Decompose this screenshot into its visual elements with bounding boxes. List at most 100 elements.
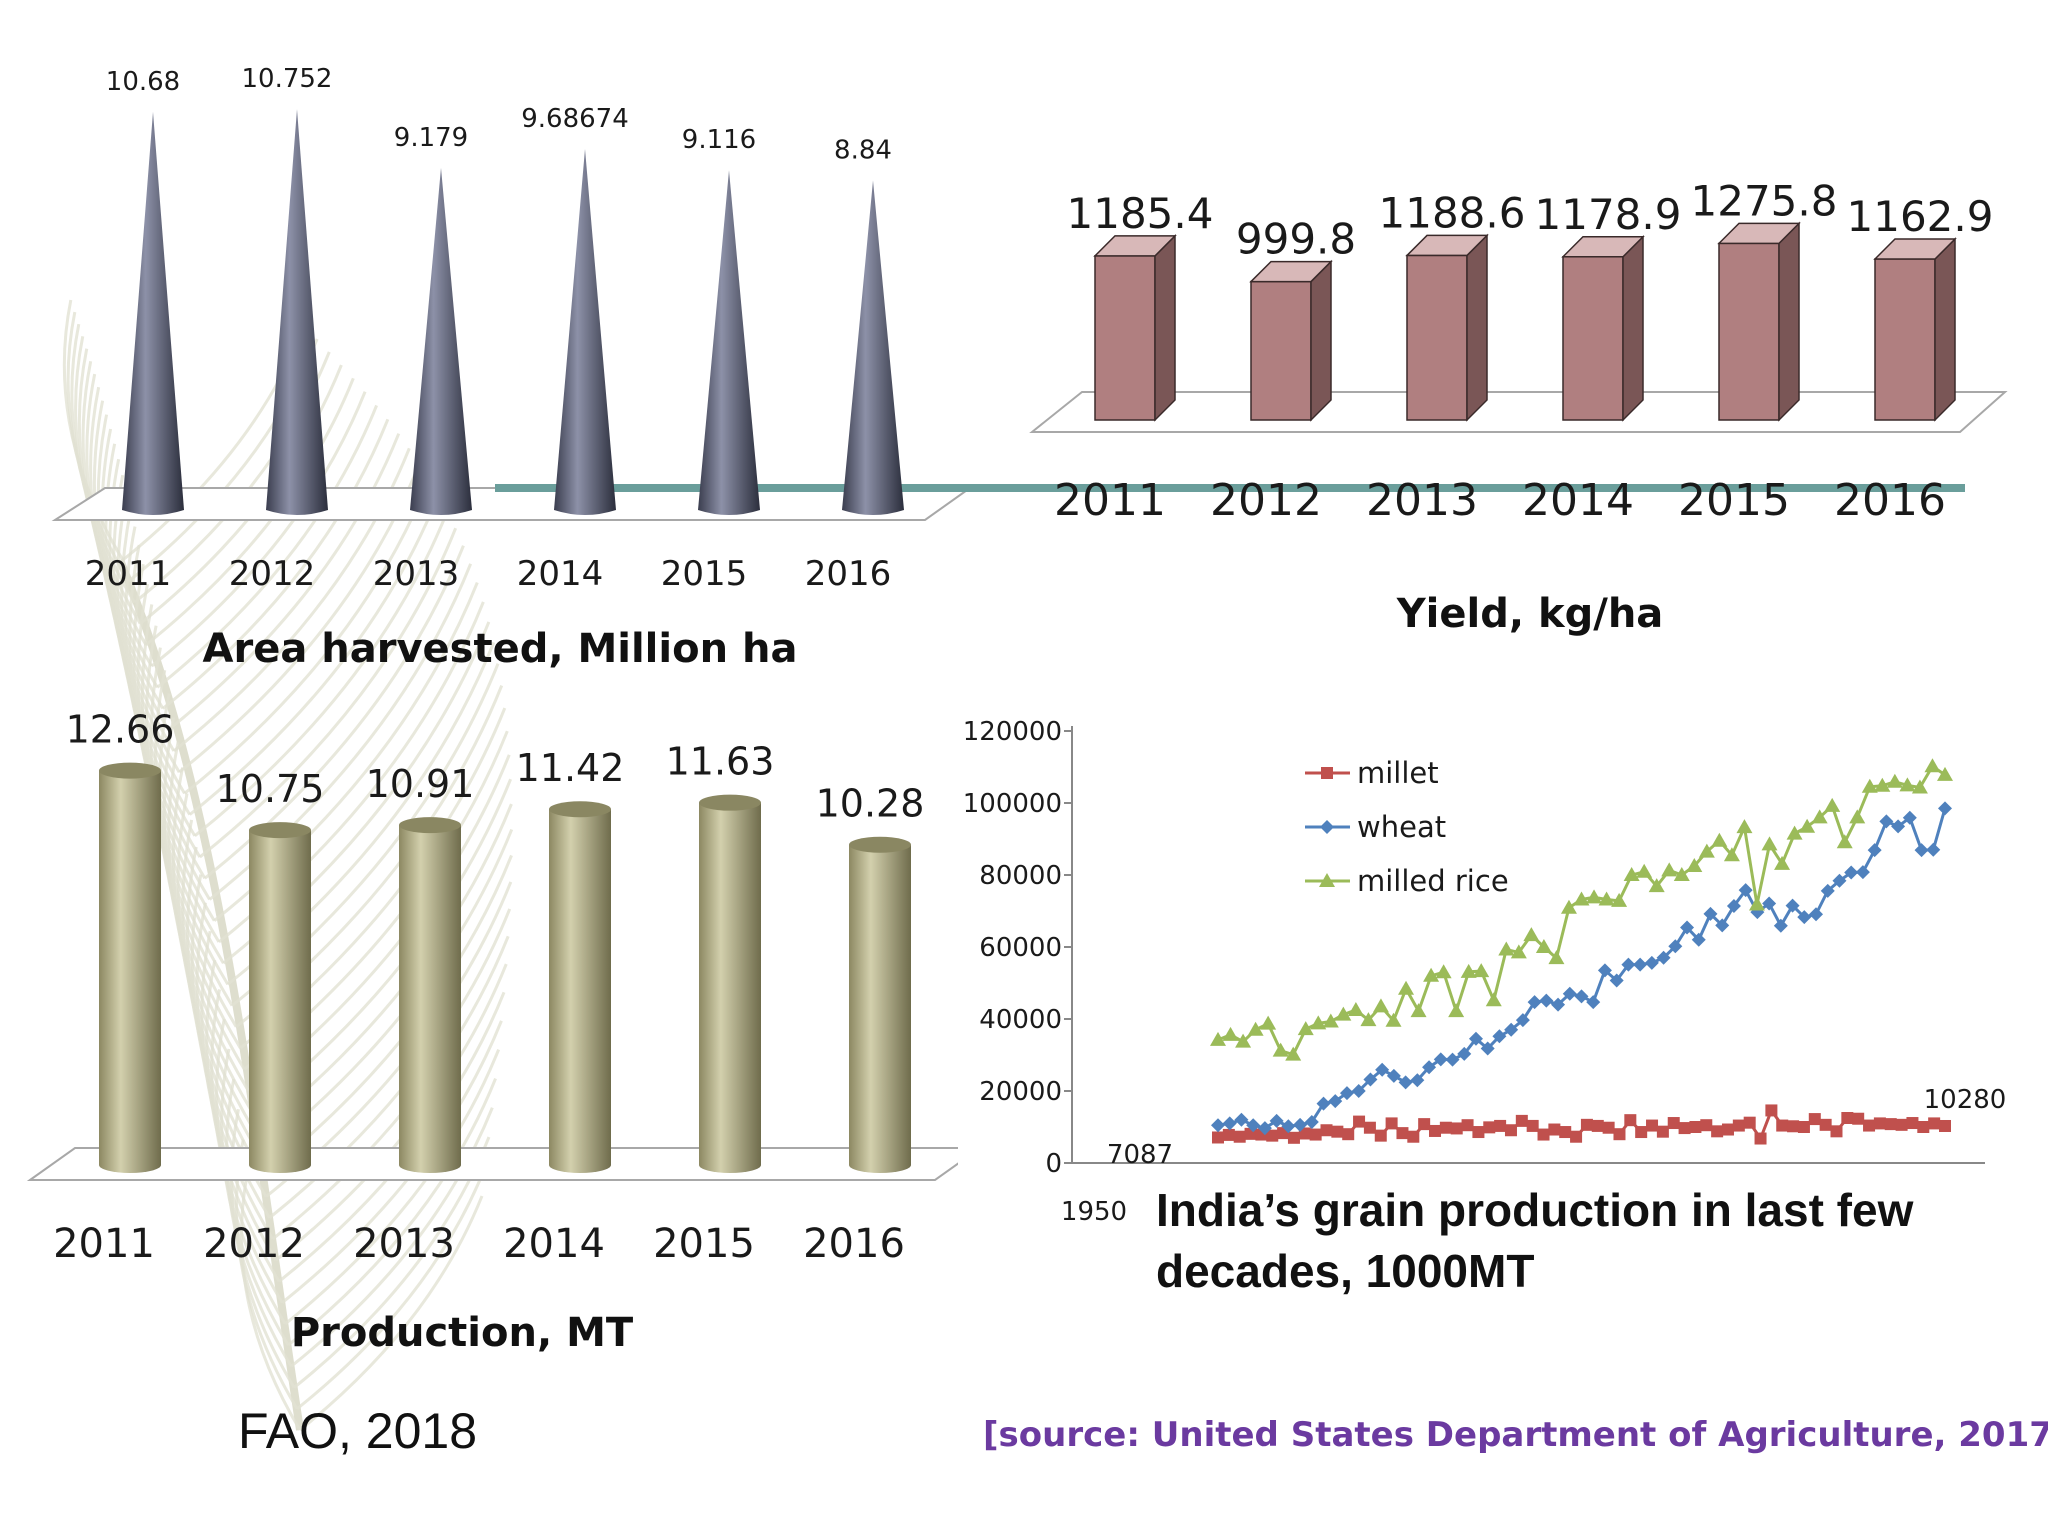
production-chart-title: Production, MT — [291, 1310, 634, 1356]
milled-rice-point-46 — [1786, 825, 1803, 840]
millet-point-46 — [1711, 1125, 1724, 1138]
wheat-point-33 — [1597, 963, 1612, 978]
wheat-point-21 — [1457, 1046, 1472, 1061]
yield-value-label-2012: 999.8 — [1236, 215, 1356, 264]
area-year-label-2012: 2012 — [229, 554, 316, 594]
milled-rice-point-30 — [1586, 889, 1603, 904]
milled-rice-point-38 — [1686, 858, 1703, 872]
wheat-point-40 — [1680, 920, 1695, 935]
yield-year-label-2015: 2015 — [1678, 475, 1790, 526]
wheat-point-26 — [1515, 1013, 1530, 1028]
millet-point-32 — [1559, 1126, 1572, 1139]
wheat-point-23 — [1480, 1041, 1495, 1056]
wheat-point-28 — [1539, 993, 1554, 1008]
milled-rice-point-56 — [1911, 779, 1928, 794]
milled-rice-point-40 — [1711, 832, 1728, 847]
milled-rice-point-55 — [1899, 777, 1916, 792]
wheat-point-8 — [1304, 1114, 1319, 1129]
millet-point-21 — [1439, 1121, 1452, 1134]
millet-point-67 — [1939, 1119, 1951, 1132]
production-value-label-2015: 11.63 — [666, 740, 775, 784]
line-chart-title-line-2: decades, 1000MT — [1156, 1245, 1534, 1297]
yield-box-2013 — [1405, 233, 1489, 422]
wheat-point-12 — [1351, 1084, 1366, 1098]
milled-rice-point-51 — [1849, 809, 1866, 824]
milled-rice-point-17 — [1423, 967, 1440, 982]
legend-label-milled-rice: milled rice — [1357, 864, 1509, 898]
area-cone-2015 — [698, 170, 760, 516]
x-start-label: 1950 — [1061, 1197, 1127, 1227]
production-year-label-2012: 2012 — [203, 1221, 305, 1267]
milled-rice-point-3 — [1247, 1021, 1264, 1036]
y-tick-label-20000: 20000 — [979, 1077, 1062, 1107]
wheat-point-30 — [1562, 986, 1577, 1001]
line-chart-title-line-1: India’s grain production in last few — [1156, 1184, 1914, 1236]
wheat-point-48 — [1773, 918, 1788, 933]
area-value-label-2012: 10.752 — [242, 64, 333, 94]
milled-rice-point-11 — [1347, 1002, 1364, 1016]
wheat-point-7 — [1293, 1117, 1308, 1132]
series-millet — [1212, 1104, 1951, 1145]
yield-year-label-2013: 2013 — [1366, 475, 1478, 526]
milled-rice-point-2 — [1235, 1033, 1252, 1048]
millet-point-62 — [1884, 1118, 1897, 1131]
millet-point-41 — [1656, 1125, 1669, 1138]
production-cylinder-2011 — [99, 762, 161, 1173]
millet-point-5 — [1266, 1129, 1279, 1142]
wheat-point-45 — [1738, 883, 1753, 898]
millet-point-20 — [1429, 1124, 1442, 1137]
production-value-label-2014: 11.42 — [516, 746, 625, 790]
wheat-point-57 — [1879, 814, 1894, 829]
millet-end-annotation: 10280 — [1924, 1085, 2007, 1115]
milled-rice-point-23 — [1498, 941, 1515, 956]
wheat-point-10 — [1328, 1094, 1343, 1109]
milled-rice-point-37 — [1673, 867, 1690, 881]
area-cone-2012 — [266, 109, 328, 515]
millet-point-31 — [1548, 1123, 1561, 1136]
milled-rice-point-29 — [1573, 891, 1590, 906]
milled-rice-point-13 — [1372, 998, 1389, 1013]
line-chart-legend: millet wheat milled rice — [1305, 756, 1509, 898]
wheat-point-16 — [1398, 1075, 1413, 1090]
milled-rice-point-54 — [1886, 773, 1903, 788]
y-tick-label-100000: 100000 — [963, 789, 1062, 819]
milled-rice-point-47 — [1799, 818, 1816, 833]
area-year-label-2016: 2016 — [805, 554, 892, 594]
area-year-label-2013: 2013 — [373, 554, 460, 594]
millet-point-51 — [1765, 1104, 1778, 1117]
milled-rice-point-0 — [1210, 1031, 1226, 1046]
fao-source-note: FAO, 2018 — [238, 1403, 477, 1459]
wheat-point-14 — [1375, 1062, 1390, 1077]
area-cone-2014 — [554, 148, 616, 515]
wheat-point-32 — [1586, 995, 1601, 1010]
milled-rice-point-19 — [1448, 1003, 1465, 1018]
wheat-point-41 — [1691, 932, 1706, 947]
millet-point-16 — [1385, 1117, 1398, 1130]
production-value-label-2016: 10.28 — [816, 782, 925, 826]
yield-chart: 1185.4 2011 999.8 2012 1188.6 2013 1178.9 2014 1… — [1029, 176, 2008, 526]
milled-rice-point-41 — [1723, 847, 1740, 862]
millet-point-37 — [1613, 1128, 1626, 1141]
millet-point-12 — [1342, 1128, 1355, 1141]
millet-point-14 — [1363, 1121, 1376, 1134]
production-year-label-2013: 2013 — [353, 1221, 455, 1267]
milled-rice-point-10 — [1335, 1006, 1352, 1021]
wheat-point-13 — [1363, 1072, 1378, 1087]
wheat-point-49 — [1785, 898, 1800, 913]
milled-rice-point-48 — [1811, 809, 1828, 824]
millet-point-33 — [1570, 1130, 1583, 1143]
millet-point-65 — [1917, 1121, 1930, 1133]
milled-rice-point-32 — [1611, 892, 1628, 907]
milled-rice-point-58 — [1937, 766, 1953, 781]
y-tick-label-80000: 80000 — [979, 861, 1062, 891]
millet-point-43 — [1678, 1122, 1691, 1135]
milled-rice-point-14 — [1385, 1012, 1402, 1027]
millet-point-2 — [1233, 1130, 1246, 1143]
production-cylinder-2013 — [399, 817, 461, 1173]
millet-point-48 — [1732, 1119, 1745, 1132]
yield-year-label-2012: 2012 — [1210, 475, 1322, 526]
wheat-point-56 — [1867, 843, 1882, 858]
area-cone-2016 — [842, 180, 904, 515]
area-value-label-2014: 9.68674 — [521, 104, 629, 134]
